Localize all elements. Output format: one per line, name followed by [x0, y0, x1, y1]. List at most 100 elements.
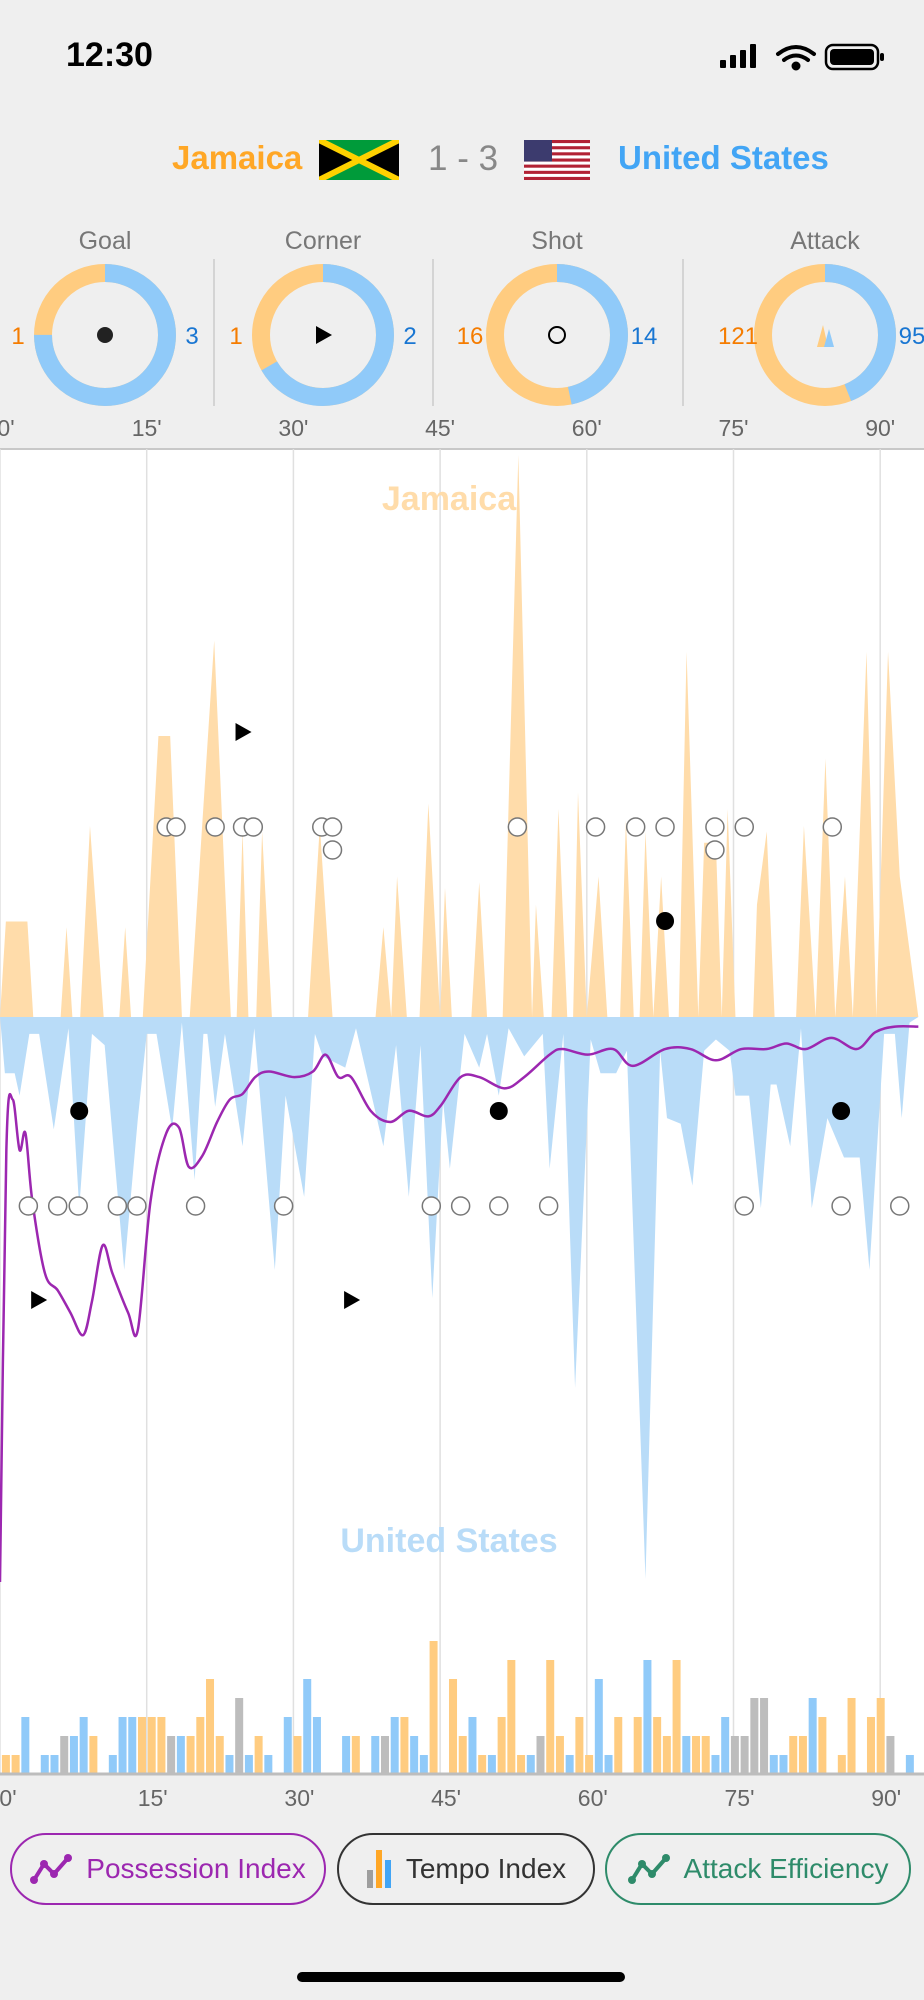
tempo-bar	[293, 1736, 302, 1774]
away-share-ring	[486, 264, 628, 406]
home-stat-value: 1	[11, 323, 24, 350]
bottom-axis-tick: 45'	[431, 1785, 461, 1811]
home-team-name: Jamaica	[172, 139, 303, 176]
tempo-bar	[682, 1736, 691, 1774]
tempo-bar	[730, 1736, 739, 1774]
tempo-bar	[303, 1679, 312, 1774]
tempo-bar	[487, 1755, 496, 1774]
tempo-bar	[342, 1736, 351, 1774]
attack-efficiency-label: Attack Efficiency	[683, 1853, 889, 1884]
possession-index-line	[0, 1024, 919, 1583]
tempo-bar	[1, 1755, 10, 1774]
tempo-bar	[137, 1717, 146, 1774]
home-shot-marker	[322, 840, 343, 860]
bottom-axis-tick: 15'	[138, 1785, 168, 1811]
tempo-bar	[478, 1755, 487, 1774]
away-shot-marker	[421, 1196, 442, 1216]
attack-efficiency-button[interactable]: Attack Efficiency	[605, 1833, 911, 1905]
tempo-bar	[837, 1755, 846, 1774]
tempo-bar	[419, 1755, 428, 1774]
away-corner-marker	[344, 1291, 361, 1309]
away-shot-marker	[831, 1196, 851, 1216]
tempo-bar	[614, 1717, 623, 1774]
bottom-axis-tick: 60'	[578, 1785, 608, 1811]
tempo-bar	[128, 1717, 137, 1774]
tempo-bar	[575, 1717, 584, 1774]
away-shot-marker	[68, 1196, 88, 1216]
away-shot-marker	[489, 1196, 509, 1216]
tempo-bar	[555, 1736, 564, 1774]
home-shot-marker	[705, 817, 725, 837]
away-share-ring	[754, 264, 896, 406]
tempo-bar	[176, 1736, 185, 1774]
tempo-bar	[818, 1717, 827, 1774]
tempo-bar	[594, 1679, 603, 1774]
home-shot-marker	[243, 817, 264, 837]
tempo-bar	[760, 1698, 769, 1774]
home-shot-marker	[822, 817, 843, 837]
away-shot-marker	[47, 1196, 68, 1216]
top-axis-tick: 30'	[278, 415, 308, 441]
tempo-bar	[196, 1717, 205, 1774]
tempo-bar	[108, 1755, 117, 1774]
away-shot-marker	[273, 1196, 294, 1216]
top-axis-tick: 90'	[865, 415, 895, 441]
tempo-bar	[808, 1698, 817, 1774]
tempo-bar	[886, 1736, 895, 1774]
wifi-icon	[776, 45, 816, 71]
tempo-bar	[400, 1717, 409, 1774]
tempo-bar	[60, 1736, 69, 1774]
line-chart-icon	[30, 1854, 73, 1884]
tempo-bar	[497, 1717, 506, 1774]
tempo-bar	[750, 1698, 759, 1774]
tempo-bar	[847, 1698, 856, 1774]
tempo-bar	[458, 1736, 467, 1774]
away-shot-marker	[18, 1196, 39, 1216]
home-watermark: Jamaica	[382, 480, 517, 518]
tempo-bar	[672, 1660, 681, 1774]
battery-icon	[824, 43, 884, 71]
home-indicator[interactable]	[297, 1972, 625, 1982]
tempo-bar	[225, 1755, 234, 1774]
stat-label: Corner	[285, 227, 361, 255]
stat-shot: Shot 16 14	[457, 227, 658, 406]
tempo-bar	[701, 1736, 710, 1774]
stat-label: Shot	[531, 227, 582, 255]
tempo-bar	[351, 1736, 360, 1774]
tempo-bar	[633, 1717, 642, 1774]
tempo-bar	[50, 1755, 59, 1774]
stat-label: Attack	[790, 227, 860, 255]
tempo-bar	[536, 1736, 545, 1774]
home-attack-area	[0, 455, 919, 1017]
away-shot-marker	[127, 1196, 147, 1216]
tempo-bar	[789, 1736, 798, 1774]
tempo-bar	[264, 1755, 273, 1774]
tempo-bar	[721, 1717, 730, 1774]
status-icons	[720, 43, 884, 71]
away-watermark: United States	[340, 1522, 557, 1560]
tempo-bar	[779, 1755, 788, 1774]
bottom-axis-tick: 0'	[0, 1785, 17, 1811]
signal-icon	[720, 44, 756, 68]
tempo-bar	[876, 1698, 885, 1774]
possession-index-button[interactable]: Possession Index	[10, 1833, 326, 1905]
stat-attack: Attack 121 95	[718, 227, 924, 406]
away-stat-value: 2	[403, 323, 416, 350]
tempo-bar	[118, 1717, 127, 1774]
home-triangle	[817, 325, 828, 347]
home-shot-marker	[166, 817, 186, 837]
tempo-bar	[235, 1698, 244, 1774]
tempo-bar	[429, 1641, 438, 1774]
home-shot-marker	[705, 840, 725, 860]
tempo-bar	[390, 1717, 399, 1774]
tempo-index-button[interactable]: Tempo Index	[337, 1833, 595, 1905]
tempo-bar	[585, 1755, 594, 1774]
corner-triangle-icon	[316, 326, 332, 344]
away-stat-value: 95	[899, 323, 924, 350]
tempo-bar	[692, 1736, 701, 1774]
away-stat-value: 14	[631, 323, 658, 350]
tempo-bar	[565, 1755, 574, 1774]
home-stat-value: 16	[457, 323, 484, 350]
stat-donuts: Goal 1 3 Corner 1 2 Shot 16 14 Attack 121 95	[11, 227, 924, 406]
tempo-bar	[604, 1755, 613, 1774]
